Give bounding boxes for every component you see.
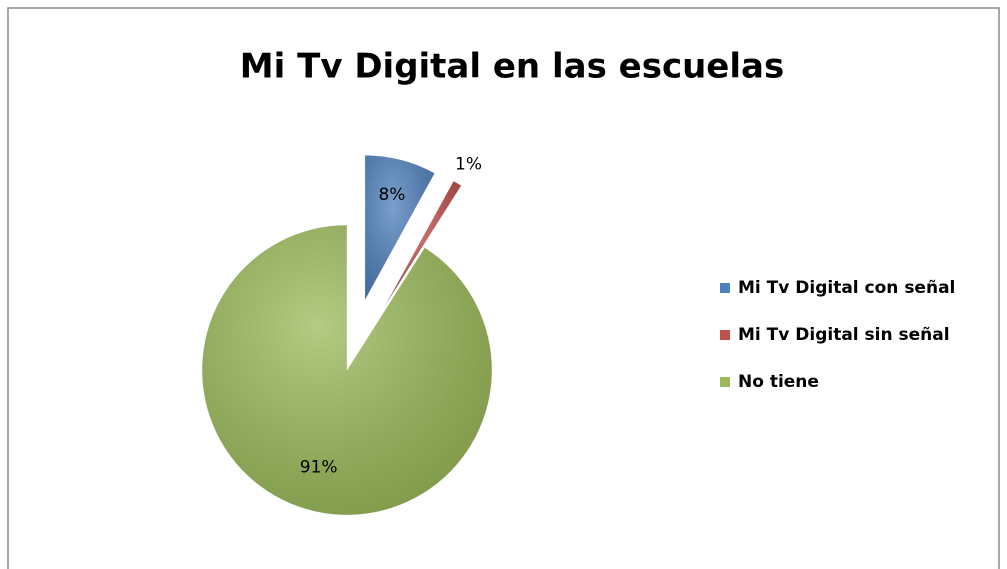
legend-marker [720, 283, 730, 293]
legend-marker [720, 330, 730, 340]
legend-marker [720, 377, 730, 387]
legend-label: Mi Tv Digital sin señal [738, 325, 950, 345]
data-label: 91% [300, 457, 338, 477]
chart-border [7, 7, 1000, 569]
legend-label: Mi Tv Digital con señal [738, 278, 955, 298]
data-label: 8% [378, 185, 405, 205]
data-label: 1% [455, 154, 482, 174]
legend-label: No tiene [738, 372, 819, 392]
chart-title: Mi Tv Digital en las escuelas [240, 47, 784, 87]
pie-slice [201, 224, 493, 516]
